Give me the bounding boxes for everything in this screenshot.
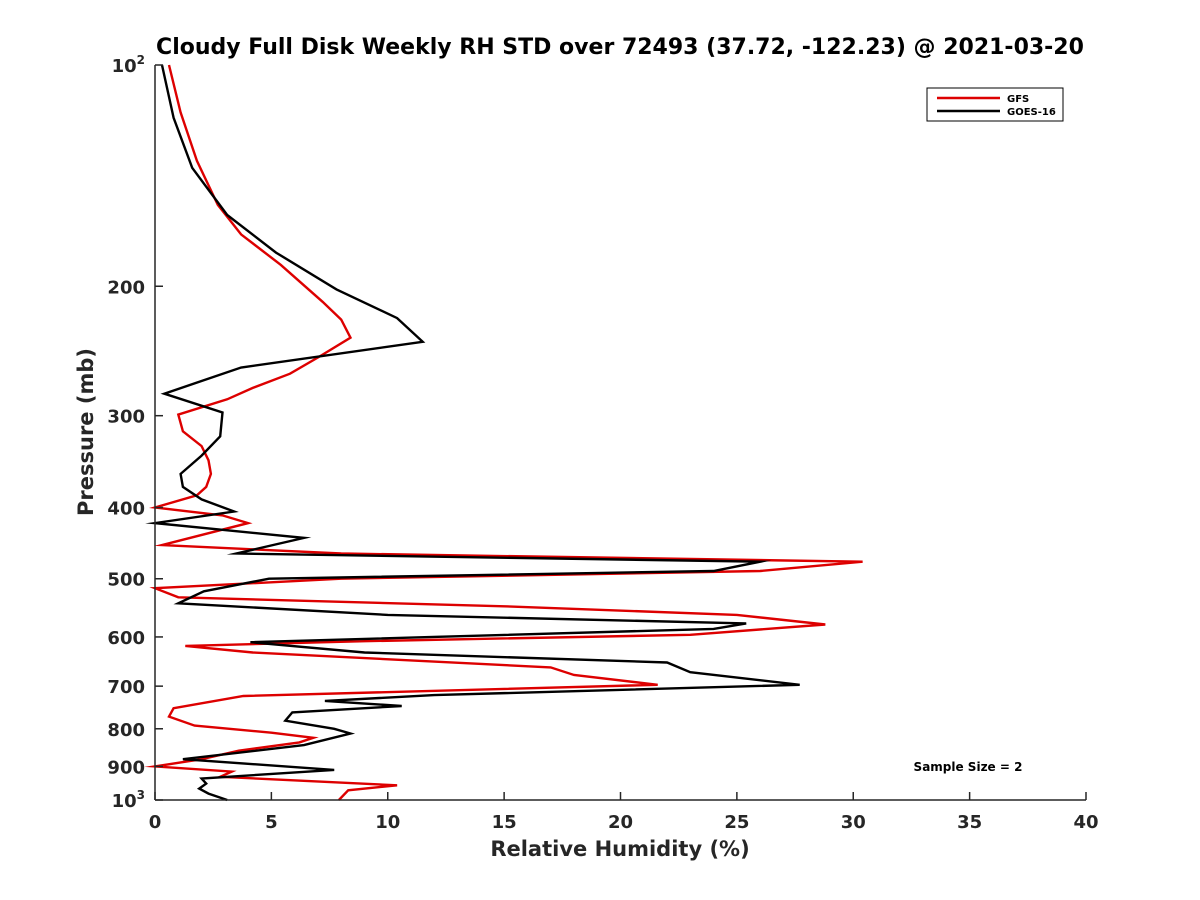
x-tick-label: 20 bbox=[608, 812, 633, 833]
y-tick-label: 400 bbox=[107, 499, 145, 520]
x-tick-label: 0 bbox=[149, 812, 162, 833]
y-axis-label: Pressure (mb) bbox=[74, 348, 98, 516]
x-tick-label: 15 bbox=[492, 812, 517, 833]
x-tick-label: 25 bbox=[724, 812, 749, 833]
x-tick-label: 30 bbox=[841, 812, 866, 833]
x-tick-label: 40 bbox=[1073, 812, 1098, 833]
plot-area: 0 5 10 15 20 25 30 35 40 102 200 300 400 500 600 700 80… bbox=[107, 53, 1098, 833]
y-tick-label: 600 bbox=[107, 628, 145, 649]
y-tick-label: 103 bbox=[112, 788, 145, 812]
y-ticks: 102 200 300 400 500 600 700 800 900 103 bbox=[107, 53, 163, 812]
x-tick-label: 10 bbox=[375, 812, 400, 833]
x-tick-label: 35 bbox=[957, 812, 982, 833]
x-tick-label: 5 bbox=[265, 812, 278, 833]
y-tick-label: 102 bbox=[112, 53, 145, 77]
y-tick-label: 700 bbox=[107, 677, 145, 698]
legend-items: GFS GOES-16 bbox=[937, 94, 1056, 118]
y-tick-label: 300 bbox=[107, 407, 145, 428]
legend-label-goes-16: GOES-16 bbox=[1007, 107, 1056, 118]
legend-label-gfs: GFS bbox=[1007, 94, 1029, 105]
y-tick-label: 900 bbox=[107, 757, 145, 778]
legend: GFS GOES-16 bbox=[926, 87, 1064, 122]
y-tick-label: 500 bbox=[107, 570, 145, 591]
y-tick-label: 800 bbox=[107, 720, 145, 741]
series-group bbox=[144, 64, 863, 802]
series-line-goes-16 bbox=[145, 64, 800, 802]
legend-box bbox=[926, 87, 1064, 122]
x-axis-label: Relative Humidity (%) bbox=[490, 837, 749, 861]
y-tick-label: 200 bbox=[107, 277, 145, 298]
x-ticks: 0 5 10 15 20 25 30 35 40 bbox=[149, 792, 1099, 833]
sample-size-annotation: Sample Size = 2 bbox=[914, 760, 1023, 774]
chart-title: Cloudy Full Disk Weekly RH STD over 7249… bbox=[156, 35, 1084, 60]
